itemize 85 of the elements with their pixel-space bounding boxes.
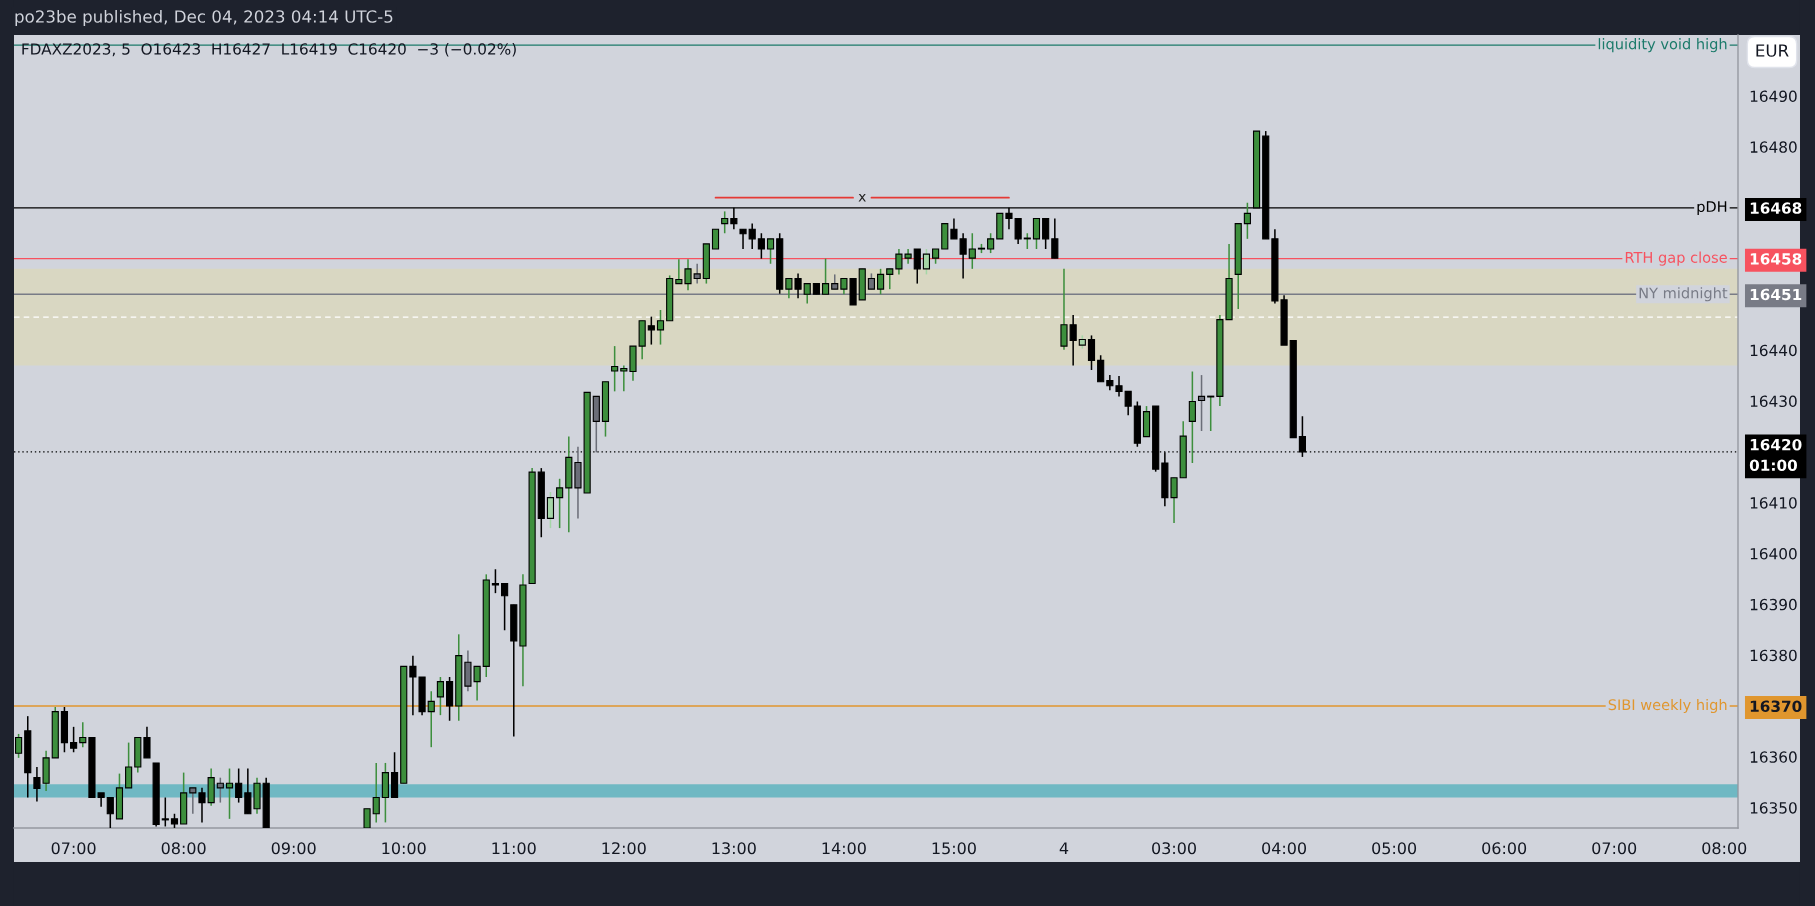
ref-line-label: NY midnight (1639, 287, 1728, 302)
candlestick (711, 228, 720, 250)
candlestick (427, 690, 435, 748)
candlestick (216, 776, 224, 804)
candlestick (821, 257, 830, 296)
candlestick (693, 262, 701, 285)
y-tick-label: 16480 (1750, 141, 1797, 153)
candlestick (1032, 217, 1041, 250)
ref-line-label: liquidity void high (1598, 38, 1727, 53)
ref-line-label: RTH gap close (1625, 251, 1727, 266)
candlestick (161, 796, 169, 828)
y-tick-label: 16370 (1750, 700, 1802, 713)
y-tick-label: 16458 (1750, 253, 1802, 265)
candlestick (748, 222, 756, 250)
candlestick (987, 232, 995, 254)
x-tick-label: 05:00 (1372, 842, 1417, 855)
candlestick (225, 767, 234, 820)
candlestick (106, 796, 114, 828)
x-tick-label: 06:00 (1482, 842, 1527, 855)
candlestick (79, 721, 87, 748)
chart-subtitle: FDAXZ2023, 5 O16423 H16427 L16419 C16420 −3 (−0.02%) (22, 42, 516, 57)
x-tick-label: 03:00 (1152, 842, 1196, 855)
candlestick (721, 210, 729, 235)
candlestick (877, 268, 885, 296)
y-tick-label: 16410 (1750, 497, 1797, 509)
candlestick (546, 491, 555, 529)
candlestick (620, 364, 628, 393)
candlestick (372, 762, 380, 824)
candlestick (611, 345, 619, 393)
y-tick-label: 16440 (1750, 344, 1797, 357)
x-tick-label: 10:00 (382, 842, 426, 855)
annotation: x (858, 193, 866, 202)
candlestick (968, 232, 976, 270)
y-tick-label: 16360 (1750, 751, 1797, 763)
candlestick (70, 726, 78, 754)
candlestick (235, 767, 243, 804)
y-tick-label: 16451 (1750, 288, 1802, 301)
x-tick-label: 15:00 (932, 842, 976, 855)
x-tick-label: 04:00 (1262, 842, 1307, 855)
text: EUR (1756, 44, 1789, 57)
y-tick-label: 16400 (1750, 547, 1797, 560)
candlestick (501, 582, 509, 632)
candlestick (1197, 374, 1206, 432)
x-tick-label: 07:00 (1592, 842, 1637, 855)
ref-line-label: pDH (1697, 201, 1727, 215)
candlestick (143, 726, 151, 759)
candlestick (1124, 390, 1132, 416)
ref-line-label: SIBI weekly high (1608, 698, 1727, 714)
candlestick (647, 315, 655, 346)
candlestick (436, 676, 444, 716)
candlestick (766, 238, 775, 265)
x-tick-label: 08:00 (161, 842, 206, 855)
y-tick-label: 16420 01:00 (1749, 438, 1802, 472)
candlestick (491, 568, 500, 594)
y-tick-label: 16380 (1750, 649, 1797, 662)
y-tick-label: 16350 (1750, 802, 1797, 814)
y-tick-label: 16490 (1750, 90, 1797, 103)
candlestick (922, 248, 931, 276)
candlestick (1097, 354, 1105, 383)
candlestick (1042, 217, 1050, 250)
x-tick-label: 07:00 (51, 842, 96, 855)
y-tick-label: 16390 (1750, 598, 1797, 611)
candlestick (556, 478, 564, 529)
x-tick-label: 12:00 (602, 842, 646, 855)
candlestick (1207, 395, 1215, 432)
x-tick-label: 4 (1059, 842, 1069, 855)
candlestick (886, 268, 894, 290)
candlestick (803, 282, 811, 305)
x-tick-label: 14:00 (822, 842, 866, 855)
candlestick (656, 309, 665, 346)
x-tick-label: 08:00 (1702, 842, 1747, 855)
candlestick (1051, 217, 1059, 259)
candlestick (125, 741, 133, 789)
candlestick (757, 232, 765, 260)
candlestick (189, 787, 197, 815)
x-tick-label: 11:00 (492, 842, 536, 855)
candlestick (1087, 334, 1096, 371)
x-tick-label: 09:00 (271, 842, 316, 855)
chart-title: po23be published, Dec 04, 2023 04:14 UTC-5 (15, 9, 393, 27)
y-tick-label: 16468 (1750, 202, 1802, 214)
y-tick-label: 16430 (1750, 395, 1797, 408)
candlestick (913, 248, 921, 285)
candlestick (15, 733, 23, 759)
x-tick-label: 13:00 (712, 842, 756, 855)
candlestick (739, 228, 747, 250)
